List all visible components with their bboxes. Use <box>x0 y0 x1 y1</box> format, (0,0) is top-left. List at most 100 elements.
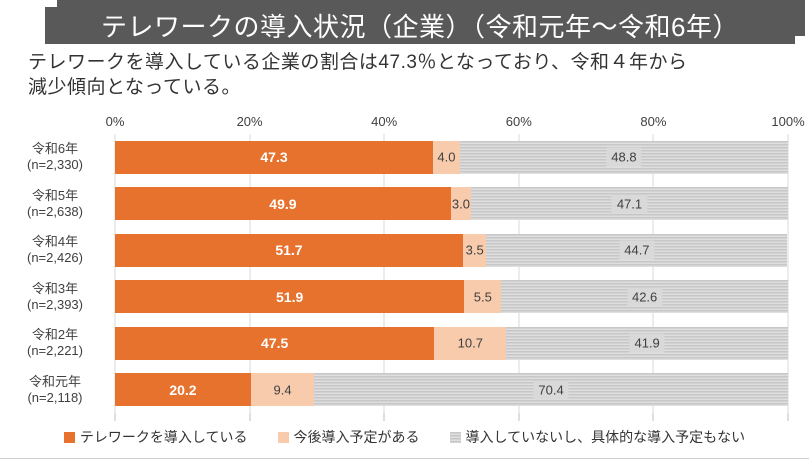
x-tick-label: 80% <box>640 114 667 129</box>
value-label-adopted: 49.9 <box>269 195 297 212</box>
gridline <box>787 134 789 413</box>
legend-label: 導入していないし、具体的な導入予定もない <box>465 429 746 445</box>
category-year: 令和5年 <box>31 187 79 203</box>
bar-segment-planned: 3.5 <box>462 233 487 267</box>
bar-segment-planned: 5.5 <box>464 280 502 314</box>
gridline <box>518 134 520 413</box>
x-tick-mark <box>114 413 116 421</box>
x-tick-mark <box>249 413 251 421</box>
bottom-divider <box>0 458 809 459</box>
category-sample-size: (n=2,221) <box>26 343 83 359</box>
gridline <box>249 134 251 413</box>
bar-segment-none: 70.4 <box>314 373 788 407</box>
page-title-text: テレワークの導入状況（企業）（令和元年～令和6年） <box>101 12 739 42</box>
bar-segment-planned: 10.7 <box>434 326 507 360</box>
category-label: 令和6年 (n=2,330) <box>3 141 107 173</box>
plot-area: 令和6年 (n=2,330) 47.3 4.0 48.8 令和5年 (n=2,638) 49.… <box>27 134 789 421</box>
bar-segment-none: 41.9 <box>506 326 788 360</box>
stacked-bar-chart: 0% 20% 40% 60% 80% 100% 令和6年 (n=2,330) 47.3 4.0 4… <box>0 108 809 460</box>
stacked-bar: 49.9 3.0 47.1 <box>115 187 788 221</box>
bar-segment-none: 42.6 <box>501 280 788 314</box>
category-sample-size: (n=2,638) <box>26 203 83 219</box>
bar-segment-adopted: 51.9 <box>115 280 465 314</box>
x-tick-label: 40% <box>371 114 398 129</box>
gridline <box>114 134 116 413</box>
value-label-adopted: 47.5 <box>261 335 289 352</box>
value-label-planned: 4.0 <box>437 149 456 165</box>
category-year: 令和4年 <box>31 234 79 250</box>
category-label: 令和元年 (n=2,118) <box>3 374 107 406</box>
x-tick-label: 100% <box>771 114 805 129</box>
value-label-adopted: 47.3 <box>260 149 288 166</box>
bar-segment-planned: 3.0 <box>450 187 471 221</box>
stacked-bar: 47.3 4.0 48.8 <box>115 140 788 174</box>
bar-segment-none: 47.1 <box>471 187 788 221</box>
value-label-none: 70.4 <box>533 380 569 400</box>
value-label-none: 42.6 <box>626 287 663 307</box>
bar-segment-adopted: 51.7 <box>115 233 463 267</box>
chart-row: 令和3年 (n=2,393) 51.9 5.5 42.6 <box>27 274 788 321</box>
description-line-2: 減少傾向となっている。 <box>28 77 241 98</box>
bar-segment-planned: 4.0 <box>433 140 460 174</box>
bar-segment-adopted: 47.5 <box>115 326 435 360</box>
value-label-none: 41.9 <box>629 333 665 353</box>
legend: テレワークを導入している 今後導入予定がある 導入していないし、具体的な導入予定もな… <box>0 424 809 450</box>
category-label: 令和5年 (n=2,638) <box>3 188 107 220</box>
category-year: 令和3年 <box>31 280 79 296</box>
stacked-bar: 20.2 9.4 70.4 <box>115 373 788 407</box>
legend-swatch-icon <box>63 431 75 443</box>
bar-segment-none: 48.8 <box>459 140 788 174</box>
x-tick-mark <box>383 413 385 421</box>
value-label-adopted: 51.7 <box>275 242 303 259</box>
legend-item: テレワークを導入している <box>63 427 248 447</box>
bar-segment-none: 44.7 <box>486 233 788 267</box>
description-line-1: テレワークを導入している企業の割合は47.3％となっており、令和４年から <box>28 52 688 73</box>
x-tick-label: 20% <box>236 114 263 129</box>
chart-row: 令和元年 (n=2,118) 20.2 9.4 70.4 <box>27 367 788 414</box>
bar-segment-adopted: 49.9 <box>115 187 451 221</box>
value-label-planned: 3.5 <box>465 242 484 258</box>
chart-row: 令和5年 (n=2,638) 49.9 3.0 47.1 <box>27 181 788 228</box>
category-label: 令和4年 (n=2,426) <box>3 234 107 266</box>
page-title: テレワークの導入状況（企業）（令和元年～令和6年） <box>45 7 795 44</box>
x-tick-label: 0% <box>105 114 125 129</box>
value-label-planned: 5.5 <box>473 289 492 305</box>
category-year: 令和元年 <box>28 373 81 389</box>
x-tick-label: 60% <box>505 114 532 129</box>
category-sample-size: (n=2,118) <box>27 389 83 405</box>
gridline <box>383 134 385 413</box>
gridline <box>652 134 654 413</box>
stacked-bar: 51.7 3.5 44.7 <box>115 233 788 267</box>
stacked-bar: 51.9 5.5 42.6 <box>115 280 788 314</box>
bar-segment-planned: 9.4 <box>250 373 315 407</box>
bar-segment-adopted: 20.2 <box>115 373 251 407</box>
category-year: 令和6年 <box>31 141 79 157</box>
legend-swatch-icon <box>277 431 289 443</box>
x-axis: 0% 20% 40% 60% 80% 100% <box>106 108 805 132</box>
chart-row: 令和6年 (n=2,330) 47.3 4.0 48.8 <box>27 134 788 181</box>
category-sample-size: (n=2,426) <box>26 250 83 266</box>
category-label: 令和2年 (n=2,221) <box>3 327 107 359</box>
value-label-none: 48.8 <box>606 147 642 167</box>
description: テレワークを導入している企業の割合は47.3％となっており、令和４年から 減少傾… <box>28 50 798 100</box>
legend-label: テレワークを導入している <box>79 429 248 445</box>
category-sample-size: (n=2,330) <box>26 157 83 173</box>
value-label-planned: 9.4 <box>273 382 292 398</box>
bar-segment-adopted: 47.3 <box>115 140 434 174</box>
legend-label: 今後導入予定がある <box>293 429 420 445</box>
x-tick-mark <box>787 413 789 421</box>
value-label-adopted: 20.2 <box>169 381 197 398</box>
legend-swatch-icon <box>449 431 461 443</box>
chart-row: 令和2年 (n=2,221) 47.5 10.7 41.9 <box>27 320 788 367</box>
stacked-bar: 47.5 10.7 41.9 <box>115 326 788 360</box>
value-label-none: 44.7 <box>619 240 655 260</box>
legend-item: 導入していないし、具体的な導入予定もない <box>449 427 746 447</box>
value-label-planned: 3.0 <box>451 196 470 212</box>
category-sample-size: (n=2,393) <box>26 296 83 312</box>
category-label: 令和3年 (n=2,393) <box>3 281 107 313</box>
legend-item: 今後導入予定がある <box>277 427 420 447</box>
value-label-adopted: 51.9 <box>276 288 304 305</box>
category-year: 令和2年 <box>31 327 79 343</box>
value-label-planned: 10.7 <box>457 335 483 351</box>
